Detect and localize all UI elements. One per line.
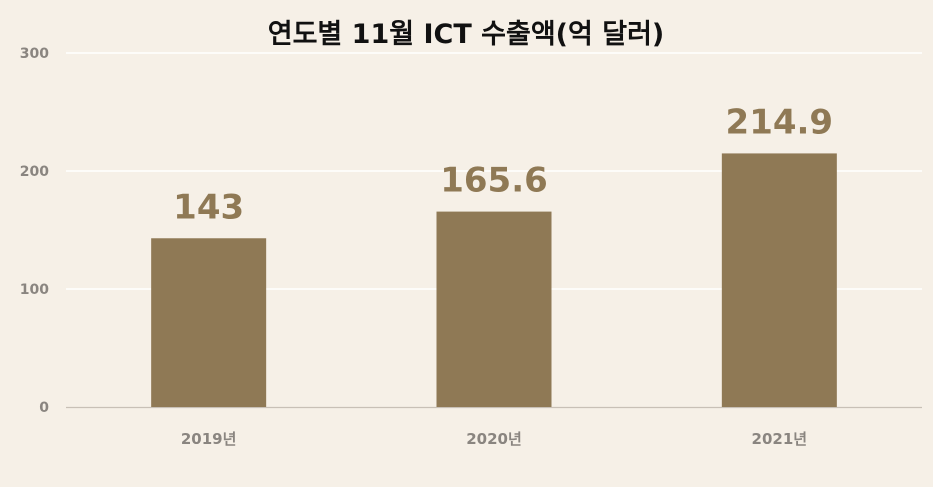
bar-value-label: 143 [173,187,244,227]
y-tick-label: 0 [39,400,49,416]
y-tick-label: 100 [20,282,49,298]
y-tick-label: 300 [20,46,49,62]
y-tick-label: 200 [20,164,49,180]
bar [721,153,837,407]
y-axis-ticks: 0 100 200 300 [20,46,49,416]
bar-value-label: 214.9 [726,102,834,142]
bar [436,211,552,407]
x-tick-label: 2019년 [181,430,237,448]
x-tick-label: 2021년 [752,430,808,448]
x-axis-ticks: 2019년 2020년 2021년 [181,430,807,448]
value-labels: 143 165.6 214.9 [173,102,833,227]
bars [151,153,837,407]
x-tick-label: 2020년 [466,430,522,448]
chart-title: 연도별 11월 ICT 수출액(억 달러) [268,19,665,50]
bar-value-label: 165.6 [440,161,548,201]
bar [151,238,267,407]
